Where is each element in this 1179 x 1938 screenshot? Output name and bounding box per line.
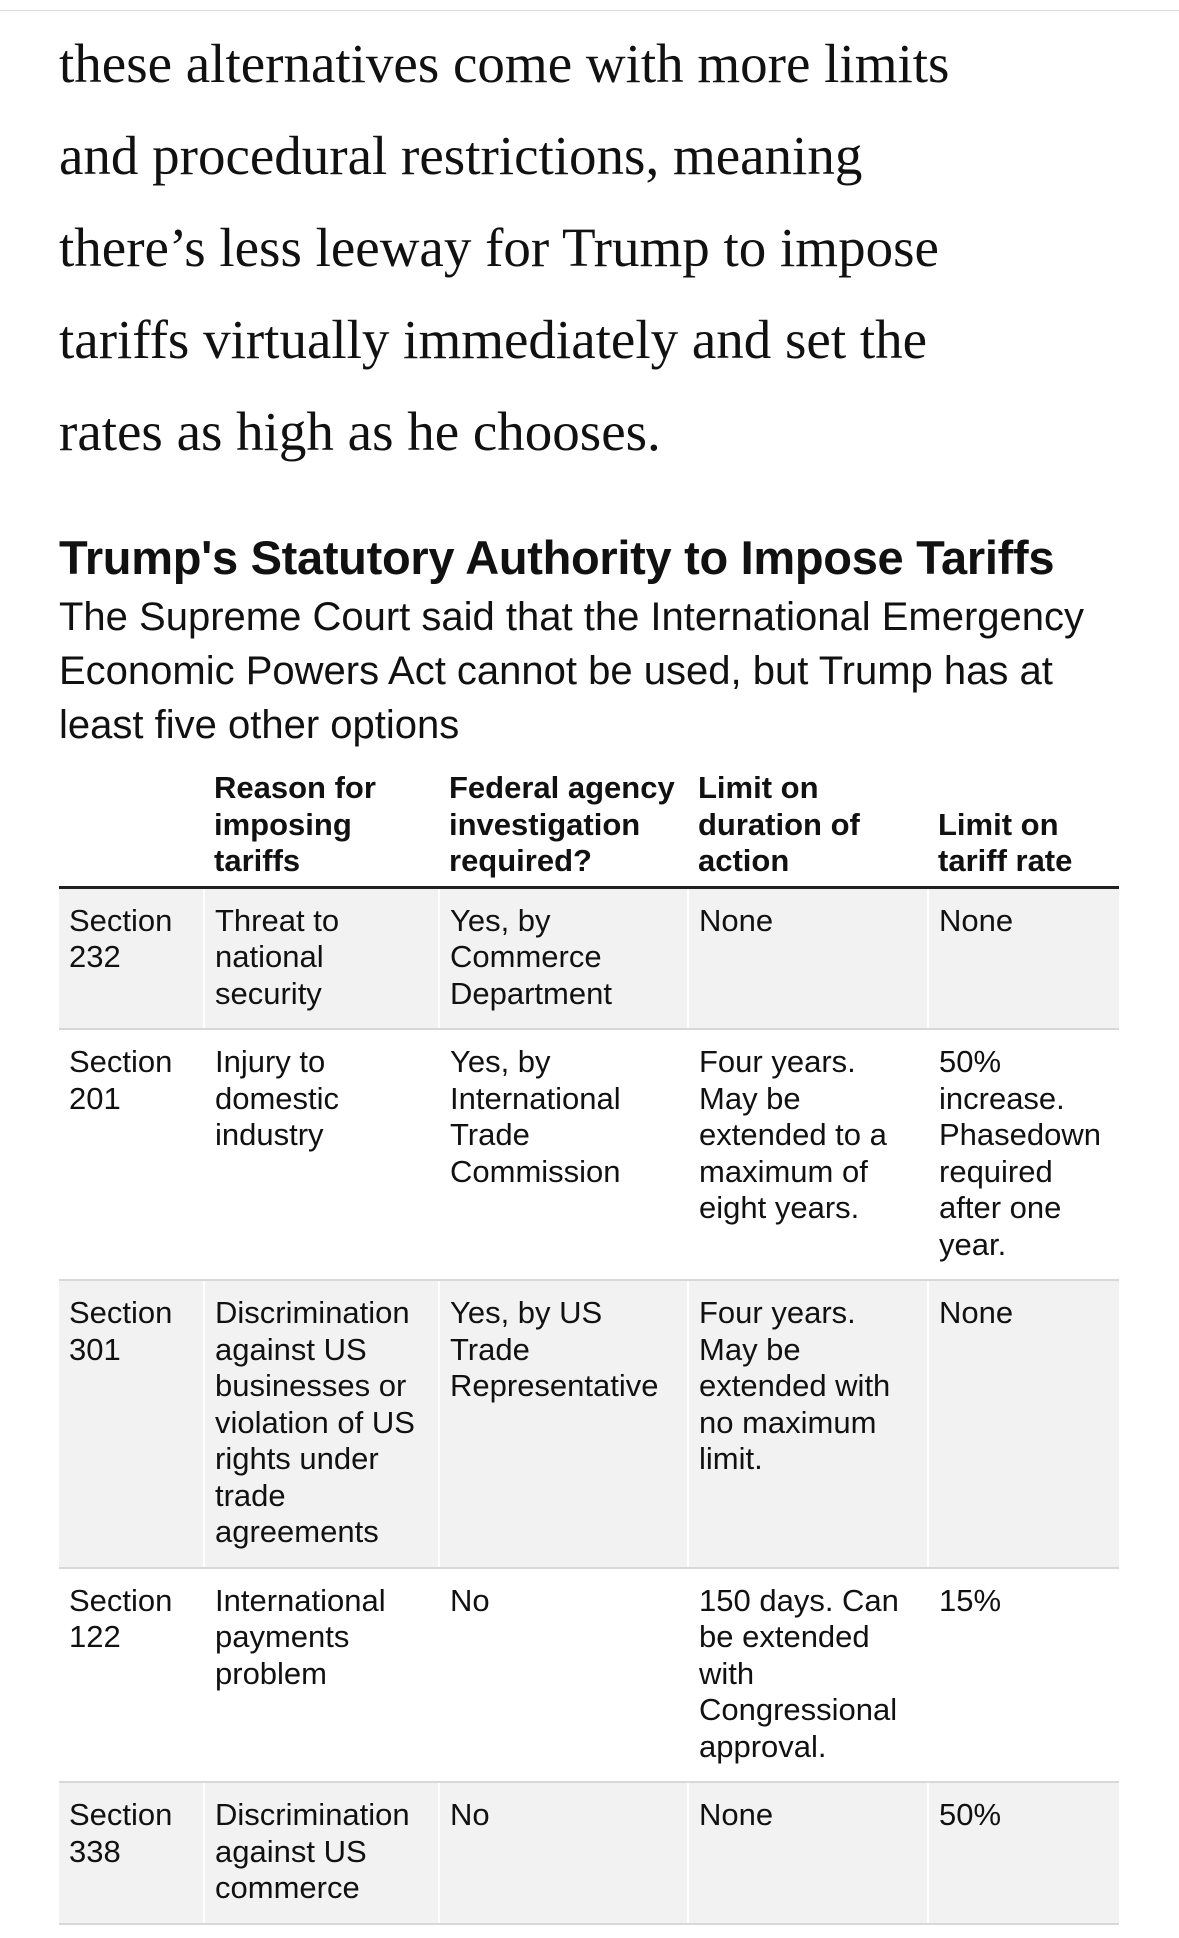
article-paragraph: these alternatives come with more limits… <box>59 18 1149 478</box>
header-cell: Limit on duration of action <box>688 770 928 889</box>
table-cell: International payments problem <box>203 1567 439 1783</box>
table-cell: Four years. May be extended with no maxi… <box>687 1280 928 1569</box>
data-table: Reason for imposing tariffs Federal agenc… <box>59 770 1119 1925</box>
table-row: Section 301 Discrimination against US bus… <box>59 1280 1119 1569</box>
table-row: Section 122 International payments proble… <box>59 1567 1119 1783</box>
table-cell: None <box>927 887 1119 1030</box>
paragraph-line: tariffs virtually immediately and set th… <box>59 309 928 370</box>
table-cell: No <box>438 1782 688 1925</box>
table-cell: No <box>438 1567 688 1783</box>
table-cell: None <box>687 887 928 1030</box>
header-cell <box>59 770 204 889</box>
header-cell: Reason for imposing tariffs <box>204 770 439 889</box>
table-cell: Yes, by Commerce Department <box>438 887 688 1030</box>
table-cell: Injury to domestic industry <box>203 1029 439 1281</box>
table-row: Section 232 Threat to national security Ye… <box>59 887 1119 1030</box>
paragraph-line: these alternatives come with more limits <box>59 33 950 94</box>
paragraph-line: there’s less leeway for Trump to impose <box>59 217 939 278</box>
table-cell: Threat to national security <box>203 887 439 1030</box>
paragraph-line: and procedural restrictions, meaning <box>59 125 863 186</box>
table-cell: Yes, by US Trade Representative <box>438 1280 688 1569</box>
table-cell: Four years. May be extended to a maximum… <box>687 1029 928 1281</box>
table-row: Section 338 Discrimination against US com… <box>59 1782 1119 1925</box>
table-cell: 15% <box>927 1567 1119 1783</box>
table-cell: Yes, by International Trade Commission <box>438 1029 688 1281</box>
table-cell: Section 338 <box>59 1782 204 1925</box>
table-cell: None <box>687 1782 928 1925</box>
table-cell: 50% <box>927 1782 1119 1925</box>
divider <box>0 10 1179 11</box>
table-cell: None <box>927 1280 1119 1569</box>
table-subtitle: The Supreme Court said that the Internat… <box>59 595 1084 747</box>
table-row: Section 201 Injury to domestic industry Ye… <box>59 1029 1119 1281</box>
table-cell: Section 232 <box>59 887 204 1030</box>
paragraph-line: rates as high as he chooses. <box>59 401 661 462</box>
table-cell: Discrimination against US businesses or … <box>203 1280 439 1569</box>
table-cell: 150 days. Can be extended with Congressi… <box>687 1567 928 1783</box>
table-cell: Section 301 <box>59 1280 204 1569</box>
table-cell: Section 122 <box>59 1567 204 1783</box>
table-cell: Section 201 <box>59 1029 204 1281</box>
table-cell: Discrimination against US commerce <box>203 1782 439 1925</box>
header-cell: Federal agency investigation required? <box>439 770 688 889</box>
table-title: Trump's Statutory Authority to Impose Ta… <box>59 531 1055 584</box>
header-cell: Limit on tariff rate <box>928 770 1119 889</box>
table-cell: 50% increase. Phasedown required after o… <box>927 1029 1119 1281</box>
